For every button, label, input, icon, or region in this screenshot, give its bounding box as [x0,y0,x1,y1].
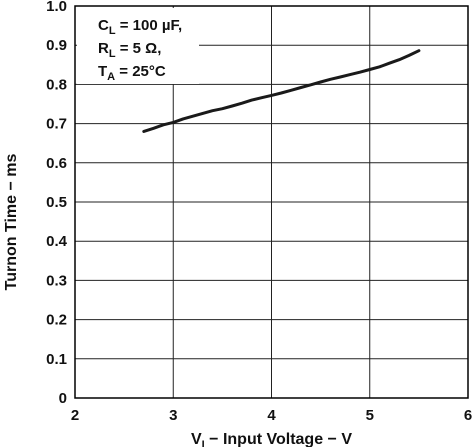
y-tick-label: 0.9 [46,37,67,54]
x-tick-label: 2 [71,407,79,424]
y-tick-label: 0.7 [46,116,67,133]
plot-frame [74,5,469,399]
x-tick-label: 5 [366,407,374,424]
series-line [142,49,421,133]
y-tick-label: 0 [59,390,67,407]
annotation-subscript: A [107,71,115,83]
y-axis-label: Turnon Time − ms [3,154,20,291]
annotation-value: = 100 µF, [116,17,183,34]
y-tick-label: 0.2 [46,312,67,329]
y-tick-label: 0.3 [46,272,67,289]
annotation-symbol: R [98,40,109,57]
series-group [142,49,421,133]
y-tick-label: 0.6 [46,155,67,172]
annotation-subscript: L [109,25,116,37]
y-tick-label: 0.5 [46,194,67,211]
x-tick-label: 3 [169,407,177,424]
x-axis-label-symbol: V [191,431,202,447]
y-tick-label: 0.8 [46,76,67,93]
annotation-value: = 5 Ω, [116,40,162,57]
y-tick-labels: 0 0.1 0.2 0.3 0.4 0.5 0.6 0.7 0.8 0.9 1.0 [46,0,68,407]
annotation-symbol: C [98,17,109,34]
conditions-annotation: CL = 100 µF,RL = 5 Ω,TA = 25°C [77,8,199,84]
x-tick-label: 6 [464,407,472,424]
annotation-line: RL = 5 Ω, [98,40,161,60]
annotation-line: CL = 100 µF, [98,17,182,37]
x-axis-label-subscript: I [202,439,205,447]
annotation-background [77,8,199,84]
annotation-value: = 25°C [115,63,166,80]
y-tick-label: 1.0 [46,0,67,15]
x-axis-label: VI − Input Voltage − V [191,431,352,447]
y-tick-label: 0.4 [46,233,68,250]
x-tick-labels: 2 3 4 5 6 [71,407,472,424]
annotation-line: TA = 25°C [98,63,166,83]
x-tick-label: 4 [267,407,276,424]
annotation-symbol: T [98,63,107,80]
x-axis-label-text: − Input Voltage − V [205,431,353,447]
annotation-subscript: L [109,48,116,60]
y-tick-label: 0.1 [46,351,67,368]
